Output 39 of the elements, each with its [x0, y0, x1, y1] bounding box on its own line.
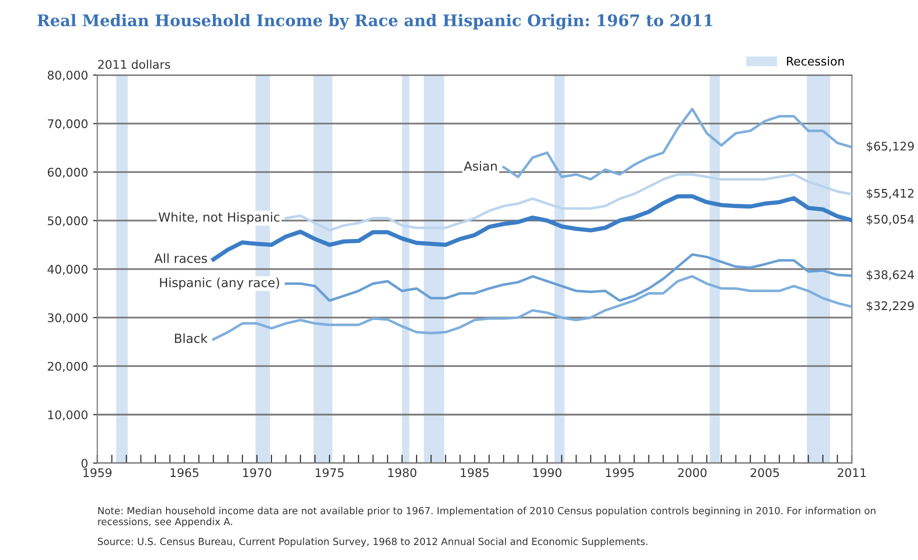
data-label: $38,624 — [866, 270, 914, 281]
chart-title: Real Median Household Income by Race and Hispanic Origin: 1967 to 2011 — [37, 14, 712, 30]
x-tick-label: 1975 — [316, 468, 344, 478]
x-tick-label: 1990 — [533, 468, 562, 478]
data-label: $32,229 — [866, 301, 914, 312]
y-tick-label: 0 — [82, 458, 88, 468]
text: Note: Median household income data are not available prior to 1967. Implementation of 2010 Census population controls beginning in 2010. For information on recessions, see Appendix A. — [98, 506, 876, 528]
y-tick-label: 60,000 — [48, 168, 88, 178]
x-tick-label: 1970 — [243, 468, 272, 478]
x-tick-label: 2000 — [678, 468, 707, 478]
y-tick-label: 40,000 — [48, 264, 88, 275]
line-series — [212, 275, 852, 341]
y-tick-label: 80,000 — [48, 70, 88, 81]
series-label: Black — [175, 333, 208, 344]
y-axis-title: 2011 dollars — [98, 60, 170, 69]
y-tick-label: 70,000 — [48, 119, 88, 130]
series-label: All races — [154, 253, 207, 264]
data-label: $50,054 — [866, 214, 914, 226]
x-tick-label: 1995 — [606, 468, 634, 478]
x-tick-label: 1965 — [170, 468, 198, 478]
series-label: Asian — [464, 161, 497, 171]
y-tick-label: 30,000 — [48, 313, 88, 324]
legend-label: Recession — [787, 56, 844, 66]
x-tick-label: 2011 — [838, 468, 866, 478]
series-label: Hispanic (any race) — [160, 278, 280, 290]
series-label: White, not Hispanic — [158, 212, 280, 224]
x-tick-label: 2005 — [750, 468, 779, 478]
x-tick-label: 1980 — [388, 468, 416, 478]
line-series — [284, 173, 852, 232]
y-tick-label: 20,000 — [48, 362, 88, 372]
y-tick-label: 50,000 — [48, 216, 88, 226]
line-series — [284, 253, 852, 302]
y-tick-label: 10,000 — [48, 410, 88, 420]
data-label: $55,412 — [866, 188, 914, 200]
x-tick-label: 1985 — [460, 468, 489, 478]
data-label: $65,129 — [866, 141, 914, 152]
line-series — [502, 108, 852, 181]
x-tick-label: 1959 — [84, 468, 112, 478]
source-note: Source: U.S. Census Bureau, Current Population Survey, 1968 to 2012 Annual Social and Economic Supplements. — [98, 538, 648, 548]
